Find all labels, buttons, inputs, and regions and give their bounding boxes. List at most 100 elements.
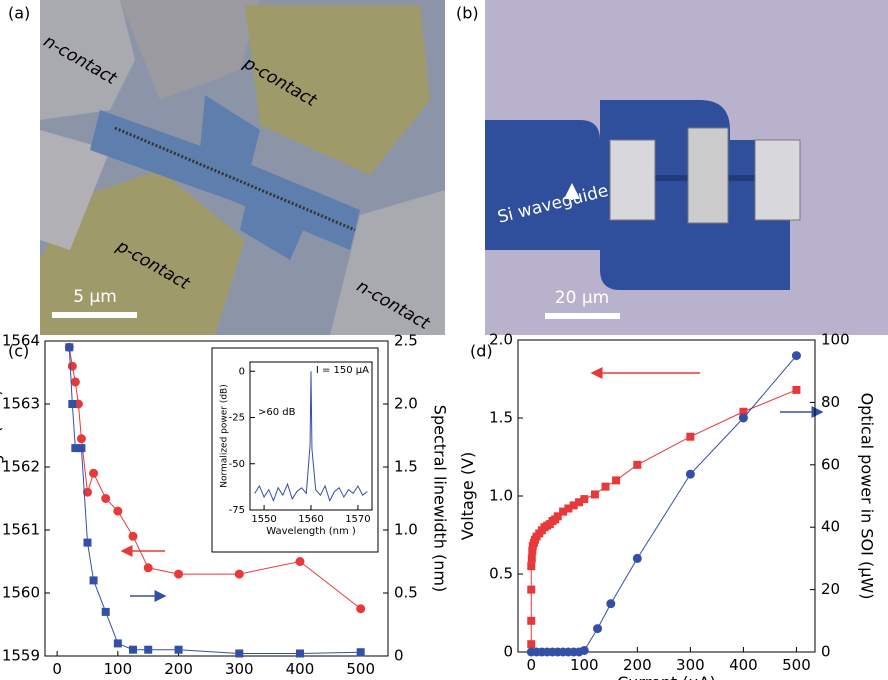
x-tick-label: 400	[286, 660, 315, 678]
y-tick-label: 0.5	[489, 565, 513, 583]
micrograph-a	[40, 0, 445, 335]
point	[792, 351, 801, 360]
point	[114, 639, 122, 647]
x-tick-label: 1550	[251, 514, 276, 525]
y2-tick-label: 2.5	[394, 332, 418, 350]
point	[68, 362, 77, 371]
point	[235, 570, 244, 579]
y-tick-label: -25	[229, 413, 245, 424]
panel-label: (d)	[470, 342, 493, 361]
point	[296, 649, 304, 657]
point	[144, 563, 153, 572]
x-tick-label: 300	[225, 660, 254, 678]
panel-label: (c)	[8, 342, 29, 361]
point	[606, 599, 615, 608]
x-tick-label: 0	[52, 660, 62, 678]
point	[527, 617, 535, 625]
y-tick-label: 0	[239, 366, 245, 377]
panel-label: (a)	[8, 4, 30, 23]
point	[174, 570, 183, 579]
point	[68, 400, 76, 408]
x-tick-label: 100	[104, 660, 133, 678]
x-tick-label: 300	[676, 656, 705, 674]
point	[89, 469, 98, 478]
point	[90, 576, 98, 584]
point	[356, 604, 365, 613]
y2-tick-label: 40	[821, 518, 840, 536]
x-tick-label: 200	[164, 660, 193, 678]
y2-tick-label: 0.5	[394, 584, 418, 602]
point	[633, 554, 642, 563]
point	[580, 495, 588, 503]
y2-tick-label: 80	[821, 393, 840, 411]
x-tick-label: 200	[623, 656, 652, 674]
y2-axis-label: Optical power in SOI (µW)	[858, 393, 877, 600]
point	[739, 414, 748, 423]
y2-axis-label: Spectral linewidth (nm)	[431, 405, 450, 592]
point	[83, 539, 91, 547]
x-axis-label: Current (µA)	[617, 673, 716, 680]
point	[77, 434, 86, 443]
point	[591, 490, 599, 498]
annotation: >60 dB	[258, 407, 296, 418]
point	[65, 343, 73, 351]
point	[102, 608, 110, 616]
point	[129, 646, 137, 654]
y2-tick-label: 60	[821, 455, 840, 473]
annotation: I = 150 µA	[316, 365, 369, 376]
y2-tick-label: 2.0	[394, 395, 418, 413]
point	[792, 386, 800, 394]
x-tick-label: 500	[782, 656, 811, 674]
y-tick-label: 2.0	[489, 331, 513, 349]
point	[686, 433, 694, 441]
y-tick-label: 1561	[2, 521, 40, 539]
y-tick-label: -50	[229, 459, 245, 470]
y-tick-label: 1559	[2, 647, 40, 665]
y-tick-label: 1563	[2, 395, 40, 413]
y-tick-label: 1562	[2, 458, 40, 476]
point	[77, 444, 85, 452]
y2-tick-label: 0	[821, 643, 831, 661]
x-tick-label: 0	[526, 656, 536, 674]
point	[129, 532, 138, 541]
point	[686, 470, 695, 479]
point	[612, 476, 620, 484]
y2-tick-label: 20	[821, 580, 840, 598]
point	[527, 586, 535, 594]
point	[633, 461, 641, 469]
point	[113, 507, 122, 516]
x-tick-label: 1570	[345, 514, 370, 525]
y-tick-label: 1.0	[489, 487, 513, 505]
figure: (a) n-contact p-contact p-contact n-cont…	[0, 0, 888, 680]
y2-tick-label: 1.0	[394, 521, 418, 539]
y2-tick-label: 1.5	[394, 458, 418, 476]
y2-tick-label: 0	[394, 647, 404, 665]
panel-label: (b)	[456, 4, 479, 23]
scale-bar-label: 20 µm	[555, 288, 609, 308]
point	[527, 562, 535, 570]
micrograph-b	[485, 0, 888, 335]
point	[357, 648, 365, 656]
x-tick-label: 400	[729, 656, 758, 674]
point	[71, 377, 80, 386]
point	[593, 624, 602, 633]
point	[527, 640, 535, 648]
y-axis-label: Emission wavelength ( nm)	[0, 390, 4, 608]
point	[602, 483, 610, 491]
y-tick-label: -75	[229, 505, 245, 516]
point	[528, 554, 536, 562]
y-axis-label: Voltage (V)	[458, 452, 477, 541]
page: (a) n-contact p-contact p-contact n-cont…	[0, 0, 888, 680]
y-tick-label: 1.5	[489, 409, 513, 427]
x-tick-label: 1560	[298, 514, 323, 525]
point	[295, 557, 304, 566]
y-axis-label: Normalized power (dB)	[220, 384, 230, 488]
x-axis-label: Wavelength (nm )	[266, 526, 356, 537]
y-tick-label: 0	[503, 643, 513, 661]
point	[235, 649, 243, 657]
point	[175, 646, 183, 654]
point	[144, 646, 152, 654]
point	[101, 494, 110, 503]
y-tick-label: 1560	[2, 584, 40, 602]
y2-tick-label: 100	[821, 331, 850, 349]
